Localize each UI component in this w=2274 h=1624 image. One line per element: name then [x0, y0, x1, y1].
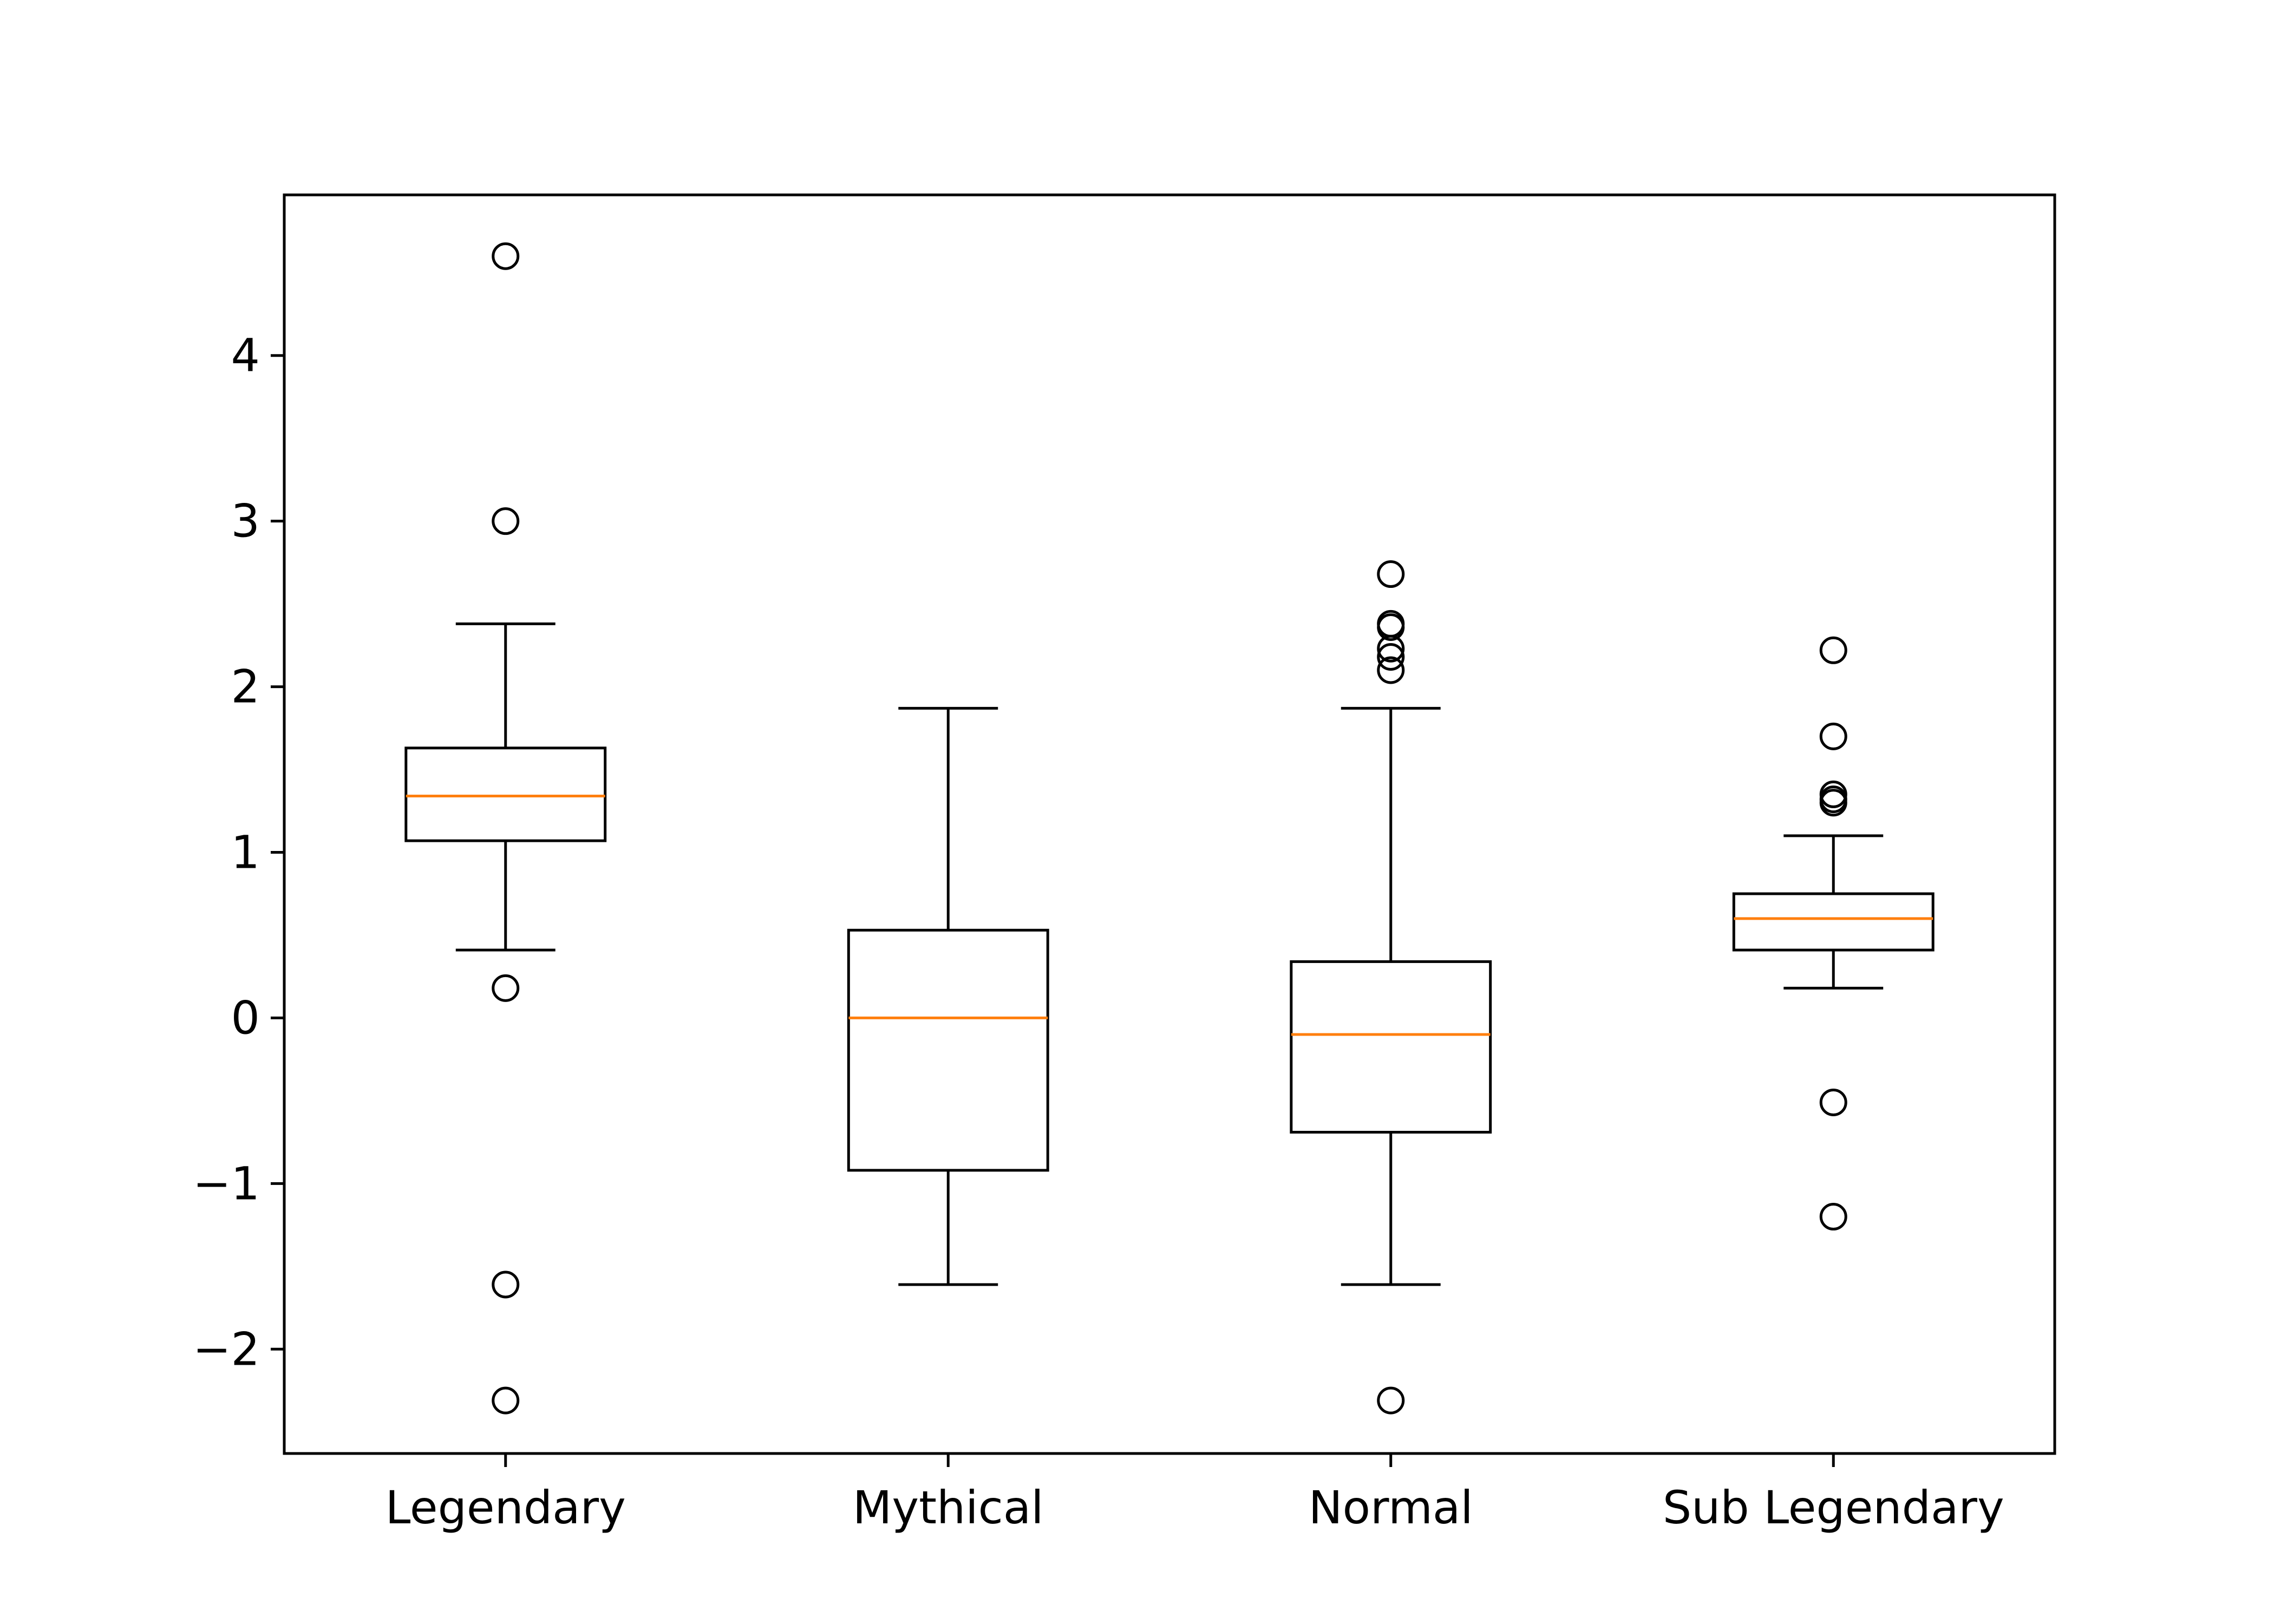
outlier-point	[1377, 634, 1405, 663]
outlier-point	[1819, 789, 1847, 817]
x-tick-label: Legendary	[385, 1481, 626, 1534]
y-tick-label: 1	[231, 826, 260, 879]
y-tick-label: 2	[231, 660, 260, 713]
x-tick-label: Mythical	[853, 1481, 1044, 1534]
y-axis: −2 −1 0 1 2 3 4	[193, 329, 284, 1376]
outlier-point	[492, 974, 520, 1002]
box-group-mythical	[847, 706, 1049, 1286]
outlier-point	[1377, 1386, 1405, 1415]
box-group-sub-legendary	[1732, 636, 1935, 1231]
outlier-point	[492, 1271, 520, 1299]
y-tick-label: 0	[231, 991, 260, 1044]
x-tick-label: Normal	[1309, 1481, 1473, 1534]
outlier-point	[1819, 1203, 1847, 1231]
y-tick-label: 4	[231, 329, 260, 382]
x-tick-label: Sub Legendary	[1663, 1481, 2004, 1534]
box-group-legendary	[404, 242, 607, 1415]
plot-marks	[404, 242, 1935, 1415]
outlier-point	[492, 507, 520, 535]
x-axis: Legendary Mythical Normal Sub Legendary	[385, 1453, 2004, 1534]
outlier-point	[1377, 560, 1405, 588]
outlier-point	[1819, 722, 1847, 750]
outlier-point	[1819, 636, 1847, 664]
y-tick-label: 3	[231, 495, 260, 548]
iqr-box	[1732, 892, 1935, 952]
iqr-box	[1290, 960, 1492, 1134]
outlier-point	[492, 242, 520, 270]
outlier-point	[492, 1386, 520, 1415]
outlier-point	[1819, 1088, 1847, 1116]
outlier-point	[1377, 656, 1405, 684]
outlier-point	[1377, 613, 1405, 641]
iqr-box	[847, 928, 1049, 1172]
y-tick-label: −1	[193, 1157, 260, 1210]
y-tick-label: −2	[193, 1322, 260, 1376]
iqr-box	[404, 746, 607, 842]
plot-frame	[283, 193, 2056, 1455]
box-group-normal	[1290, 560, 1492, 1415]
outlier-point	[1377, 643, 1405, 671]
